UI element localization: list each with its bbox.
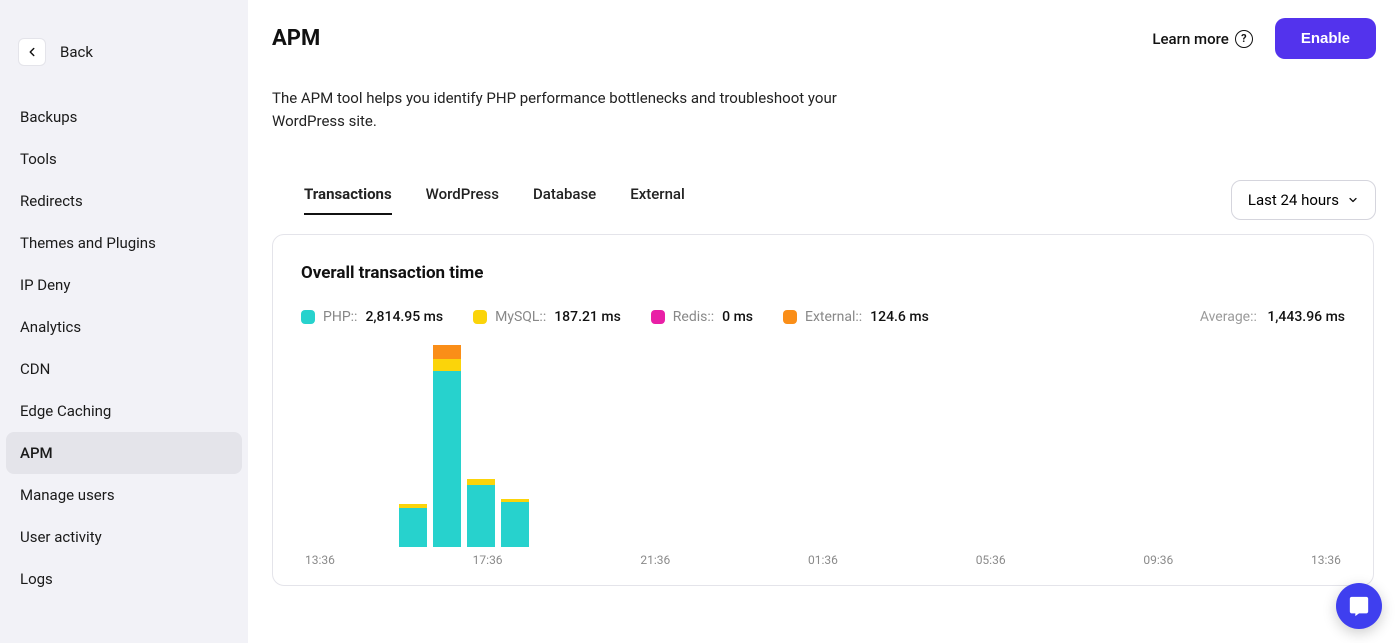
chart-bar	[467, 479, 495, 547]
legend-label: External::	[805, 309, 862, 325]
sidebar-item-manage-users[interactable]: Manage users	[6, 474, 242, 516]
chart-bar	[433, 345, 461, 547]
time-range-select[interactable]: Last 24 hours	[1231, 180, 1376, 220]
tab-transactions[interactable]: Transactions	[304, 185, 392, 215]
x-tick: 17:36	[473, 553, 503, 567]
learn-more-label: Learn more	[1152, 30, 1228, 48]
bar-segment-php	[467, 485, 495, 548]
sidebar-item-apm[interactable]: APM	[6, 432, 242, 474]
help-icon: ?	[1235, 30, 1253, 48]
x-tick: 05:36	[976, 553, 1006, 567]
legend-item: MySQL:: 187.21 ms	[473, 309, 621, 325]
legend-value: 124.6 ms	[870, 309, 929, 325]
legend-value: 2,814.95 ms	[365, 309, 443, 325]
transaction-card: Overall transaction time PHP:: 2,814.95 …	[272, 234, 1374, 586]
card-title: Overall transaction time	[301, 263, 1345, 283]
tabs-row: Transactions WordPress Database External La…	[272, 180, 1376, 234]
main: APM Learn more ? Enable The APM tool hel…	[248, 0, 1400, 643]
legend-label: MySQL::	[495, 309, 546, 325]
legend-item: Redis:: 0 ms	[651, 309, 753, 325]
x-tick: 13:36	[305, 553, 335, 567]
x-tick: 09:36	[1143, 553, 1173, 567]
legend: PHP:: 2,814.95 ms MySQL:: 187.21 ms Redis:…	[301, 309, 929, 325]
bar-segment-mysql	[433, 359, 461, 371]
back-button[interactable]	[18, 38, 46, 66]
x-tick: 13:36	[1311, 553, 1341, 567]
legend-item: PHP:: 2,814.95 ms	[301, 309, 443, 325]
back-label: Back	[60, 43, 93, 61]
sidebar-item-edge-caching[interactable]: Edge Caching	[6, 390, 242, 432]
bar-segment-php	[399, 508, 427, 547]
sidebar-item-user-activity[interactable]: User activity	[6, 516, 242, 558]
bar-segment-php	[433, 371, 461, 547]
enable-button[interactable]: Enable	[1275, 18, 1376, 59]
arrow-left-icon	[25, 45, 39, 59]
sidebar-item-ip-deny[interactable]: IP Deny	[6, 264, 242, 306]
sidebar-item-themes-and-plugins[interactable]: Themes and Plugins	[6, 222, 242, 264]
header: APM Learn more ? Enable	[272, 18, 1376, 59]
x-tick: 21:36	[640, 553, 670, 567]
sidebar-item-analytics[interactable]: Analytics	[6, 306, 242, 348]
sidebar-item-logs[interactable]: Logs	[6, 558, 242, 600]
average-label: Average::	[1200, 309, 1257, 325]
chat-icon	[1348, 595, 1370, 617]
tab-database[interactable]: Database	[533, 185, 596, 215]
back-row: Back	[0, 38, 248, 96]
bar-segment-external	[433, 345, 461, 359]
tab-external[interactable]: External	[630, 185, 685, 215]
chart	[301, 347, 1345, 547]
legend-swatch	[473, 310, 487, 324]
tabs: Transactions WordPress Database External	[304, 185, 685, 215]
average-value: 1,443.96 ms	[1267, 309, 1345, 325]
sidebar-nav: BackupsToolsRedirectsThemes and PluginsI…	[0, 96, 248, 600]
sidebar-item-tools[interactable]: Tools	[6, 138, 242, 180]
legend-swatch	[301, 310, 315, 324]
sidebar: Back BackupsToolsRedirectsThemes and Plu…	[0, 0, 248, 643]
header-actions: Learn more ? Enable	[1152, 18, 1376, 59]
page-title: APM	[272, 26, 320, 51]
legend-item: External:: 124.6 ms	[783, 309, 929, 325]
chart-bars	[399, 345, 529, 547]
tab-wordpress[interactable]: WordPress	[426, 185, 499, 215]
chevron-down-icon	[1347, 194, 1359, 206]
legend-swatch	[651, 310, 665, 324]
legend-average: Average:: 1,443.96 ms	[1200, 309, 1345, 325]
sidebar-item-backups[interactable]: Backups	[6, 96, 242, 138]
sidebar-item-redirects[interactable]: Redirects	[6, 180, 242, 222]
legend-swatch	[783, 310, 797, 324]
chart-bar	[399, 504, 427, 547]
page-description: The APM tool helps you identify PHP perf…	[272, 87, 852, 132]
chart-x-axis: 13:36 17:36 21:36 01:36 05:36 09:36 13:36	[301, 553, 1345, 567]
bar-segment-php	[501, 502, 529, 547]
legend-value: 187.21 ms	[554, 309, 621, 325]
x-tick: 01:36	[808, 553, 838, 567]
legend-row: PHP:: 2,814.95 ms MySQL:: 187.21 ms Redis:…	[301, 309, 1345, 325]
chart-bar	[501, 499, 529, 547]
legend-value: 0 ms	[722, 309, 753, 325]
legend-label: Redis::	[673, 309, 714, 325]
learn-more-link[interactable]: Learn more ?	[1152, 30, 1252, 48]
sidebar-item-cdn[interactable]: CDN	[6, 348, 242, 390]
chat-fab[interactable]	[1336, 583, 1382, 629]
time-range-label: Last 24 hours	[1248, 191, 1339, 209]
legend-label: PHP::	[323, 309, 357, 325]
